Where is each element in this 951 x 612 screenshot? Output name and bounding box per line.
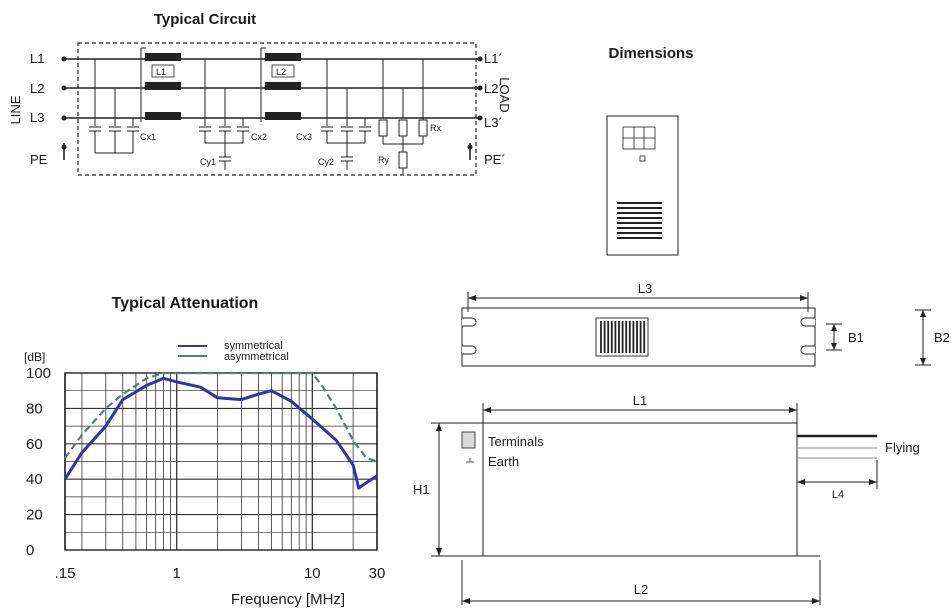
front-view (606, 115, 679, 256)
x-tick-label: .15 (55, 565, 76, 582)
dimensions-title: Dimensions (608, 45, 693, 62)
earth-label: Earth (488, 454, 519, 469)
y-tick-label: 100 (26, 365, 51, 382)
flying-label: Flying (885, 440, 920, 455)
y-tick-label: 80 (26, 400, 43, 417)
attenuation-chart: Typical Attenuation [dB] Frequency [MHz]… (24, 295, 385, 608)
legend-label-symmetrical: symmetrical (224, 340, 283, 352)
input-l3-label: L3 (30, 110, 44, 125)
output-l3-label: L3´ (484, 115, 503, 130)
y-tick-label: 0 (26, 542, 34, 559)
line-label: LINE (8, 95, 23, 124)
chart-series (63, 371, 378, 490)
x-tick-label: 30 (369, 565, 386, 582)
choke-l1: L1 (140, 47, 181, 122)
cy2-label: Cy2 (318, 157, 334, 167)
load-label: LOAD (497, 77, 512, 112)
output-pe-label: PE´ (484, 152, 506, 167)
input-pe-label: PE (30, 152, 48, 167)
side-view: Terminals Earth Flying L1 L2 L4 (413, 393, 920, 605)
x-tick-label: 1 (173, 565, 181, 582)
cx3-label: Cx3 (296, 132, 312, 142)
x-tick-label: 10 (304, 565, 321, 582)
cx2-label: Cx2 (251, 132, 267, 142)
y-tick-label: 60 (26, 436, 43, 453)
input-l1-label: L1 (30, 51, 44, 66)
output-l2-label: L2´ (484, 81, 503, 96)
y-axis-unit: [dB] (24, 350, 45, 364)
dim-b1-label: B1 (848, 330, 864, 345)
output-l1-label: L1´ (484, 51, 503, 66)
dim-h1-label: H1 (413, 482, 430, 497)
chart-title: Typical Attenuation (112, 295, 259, 312)
cy1-label: Cy1 (200, 157, 216, 167)
cx1-label: Cx1 (140, 132, 156, 142)
ry-label: Ry (378, 155, 389, 165)
series-line-asymmetrical (64, 371, 378, 463)
choke-l1-label: L1 (156, 67, 166, 77)
x-axis-label: Frequency [MHz] (231, 591, 345, 607)
legend-label-asymmetrical: asymmetrical (224, 351, 289, 363)
input-l2-label: L2 (30, 81, 44, 96)
choke-l2-label: L2 (276, 67, 286, 77)
chart-legend: symmetrical asymmetrical (178, 340, 289, 363)
y-tick-label: 20 (26, 507, 43, 524)
dim-l1-label: L1 (633, 393, 647, 408)
chart-ticks: .15 1 10 30 0 20 40 60 80 100 (26, 365, 385, 582)
y-tick-label: 40 (26, 471, 43, 488)
top-view: L3 B1 B2 (461, 281, 950, 367)
dimensions-drawing: Dimensions L3 (413, 45, 950, 605)
dim-l3-label: L3 (638, 281, 652, 296)
choke-l2: L2 (260, 47, 301, 122)
dim-b2-label: B2 (934, 330, 950, 345)
circuit-title: Typical Circuit (154, 11, 256, 28)
dim-l2-label: L2 (634, 582, 648, 597)
circuit-diagram: Typical Circuit LINE LOAD L1 L2 L3 PE L1… (8, 11, 512, 176)
rx-label: Rx (430, 123, 441, 133)
series-line-symmetrical (63, 376, 378, 490)
terminals-label: Terminals (488, 434, 544, 449)
dim-l4-label: L4 (832, 489, 844, 501)
